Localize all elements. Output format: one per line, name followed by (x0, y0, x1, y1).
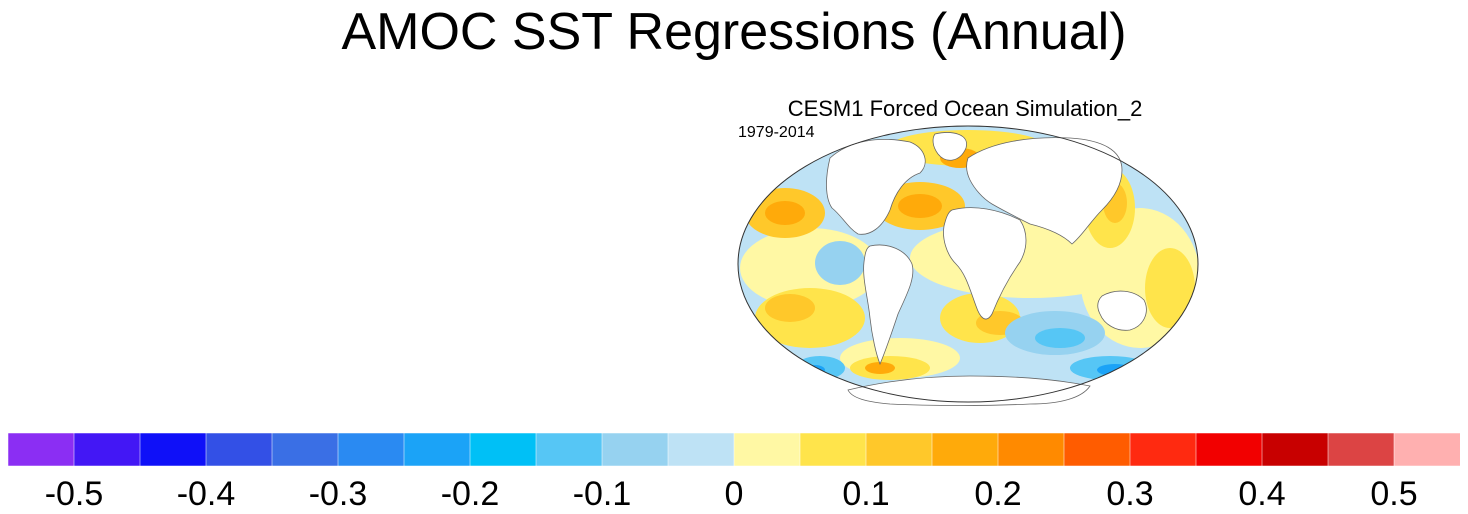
sst-region (815, 241, 865, 285)
colorbar-tick-label: -0.3 (309, 475, 368, 513)
greenland (932, 132, 967, 161)
colorbar-tick-label: 0.4 (1238, 475, 1285, 513)
north-america (826, 139, 926, 235)
world-map-sst (737, 125, 1199, 406)
colorbar-box (733, 433, 801, 467)
colorbar-tick-label: 0.1 (842, 475, 889, 513)
eurasia (966, 137, 1123, 245)
colorbar-tick-label: -0.2 (441, 475, 500, 513)
south-america (863, 244, 914, 366)
chart-title: AMOC SST Regressions (Annual) (341, 3, 1127, 61)
colorbar: -0.5 -0.4 -0.3 -0.2 -0.1 0 0.1 0.2 0.3 0.4 0.5 (8, 433, 1460, 513)
colorbar-box (205, 433, 273, 467)
colorbar-box (799, 433, 867, 467)
colorbar-box (1063, 433, 1131, 467)
australia (1097, 290, 1147, 331)
colorbar-box (271, 433, 339, 467)
colorbar-box (1129, 433, 1197, 467)
colorbar-box (469, 433, 537, 467)
colorbar-box (8, 433, 75, 467)
colorbar-tick-label: -0.4 (177, 475, 236, 513)
colorbar-box (1393, 433, 1460, 467)
sst-region (765, 294, 815, 322)
panel-period: 1979-2014 (738, 124, 815, 141)
colorbar-tick-label: 0.3 (1106, 475, 1153, 513)
colorbar-box (931, 433, 999, 467)
sst-region (755, 288, 865, 348)
colorbar-box (865, 433, 933, 467)
colorbar-tick-label: -0.1 (573, 475, 632, 513)
land-masses (826, 132, 1147, 406)
colorbar-box (601, 433, 669, 467)
sst-region (898, 194, 942, 218)
africa (943, 207, 1027, 320)
colorbar-tick-label: -0.5 (45, 475, 104, 513)
colorbar-box (1261, 433, 1329, 467)
colorbar-tick-label: 0.2 (974, 475, 1021, 513)
colorbar-box (1195, 433, 1263, 467)
sst-region (1145, 248, 1195, 328)
colorbar-tick-label: 0 (725, 475, 744, 513)
sst-region (865, 362, 895, 374)
colorbar-box (1327, 433, 1395, 467)
colorbar-box (535, 433, 603, 467)
colorbar-boxes (8, 433, 1460, 467)
panel-title: CESM1 Forced Ocean Simulation_2 (787, 96, 1143, 121)
colorbar-box (139, 433, 207, 467)
sst-region (1035, 328, 1085, 348)
colorbar-box (73, 433, 141, 467)
antarctica (847, 375, 1091, 406)
colorbar-box (667, 433, 735, 467)
colorbar-box (997, 433, 1065, 467)
colorbar-box (337, 433, 405, 467)
colorbar-tick-labels: -0.5 -0.4 -0.3 -0.2 -0.1 0 0.1 0.2 0.3 0.4 0.5 (45, 475, 1418, 513)
sst-region (765, 201, 805, 225)
sst-anomaly-field (740, 130, 1198, 380)
colorbar-box (403, 433, 471, 467)
colorbar-tick-label: 0.5 (1370, 475, 1417, 513)
map-outline (737, 125, 1199, 403)
